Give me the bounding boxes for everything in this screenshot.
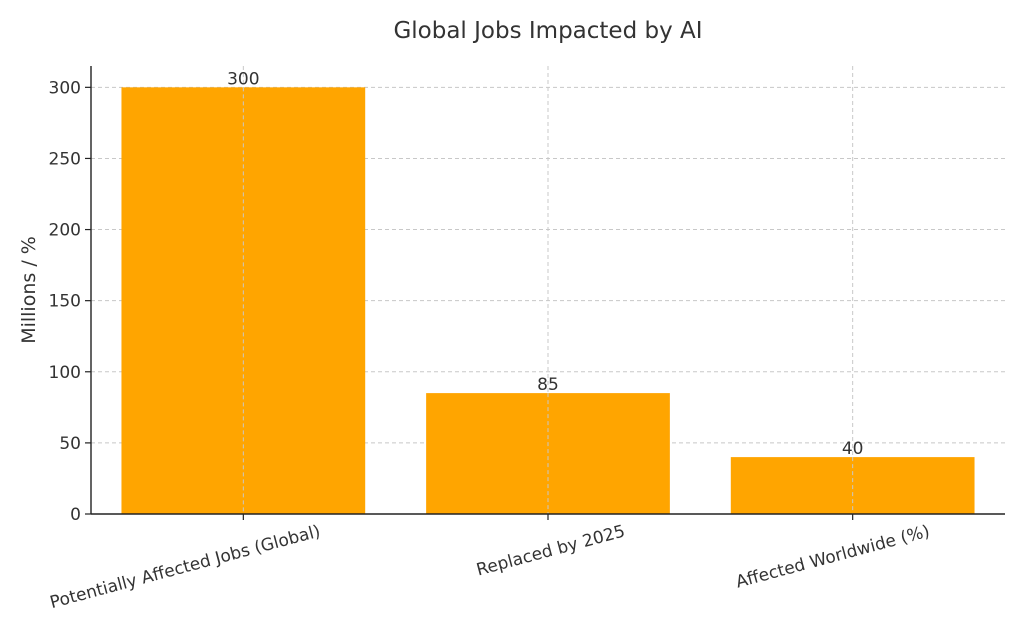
x-ticks: Potentially Affected Jobs (Global) Replac…: [48, 514, 932, 613]
data-labels: 300 85 40: [227, 69, 863, 459]
bar: [426, 393, 670, 514]
y-tick-label: 300: [49, 78, 81, 98]
bars: [121, 87, 975, 514]
x-tick-label: Affected Worldwide (%): [734, 522, 932, 593]
y-tick-label: 100: [49, 363, 81, 383]
y-tick-label: 200: [49, 221, 81, 241]
data-label: 300: [227, 69, 259, 89]
x-tick-label: Potentially Affected Jobs (Global): [48, 522, 323, 614]
data-label: 85: [537, 375, 559, 395]
chart-title: Global Jobs Impacted by AI: [393, 18, 702, 44]
y-tick-label: 0: [70, 505, 81, 525]
y-ticks: 0 50 100 150 200 250 300: [49, 78, 91, 525]
y-tick-label: 50: [59, 434, 81, 454]
data-label: 40: [842, 439, 864, 459]
y-tick-label: 250: [49, 149, 81, 169]
x-tick-label: Replaced by 2025: [474, 522, 627, 581]
y-tick-label: 150: [49, 292, 81, 312]
y-axis-label: Millions / %: [18, 236, 40, 344]
